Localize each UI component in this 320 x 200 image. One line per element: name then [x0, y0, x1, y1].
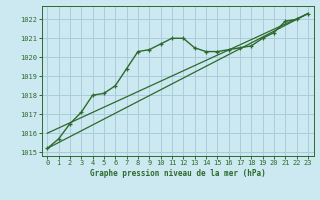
X-axis label: Graphe pression niveau de la mer (hPa): Graphe pression niveau de la mer (hPa): [90, 169, 266, 178]
